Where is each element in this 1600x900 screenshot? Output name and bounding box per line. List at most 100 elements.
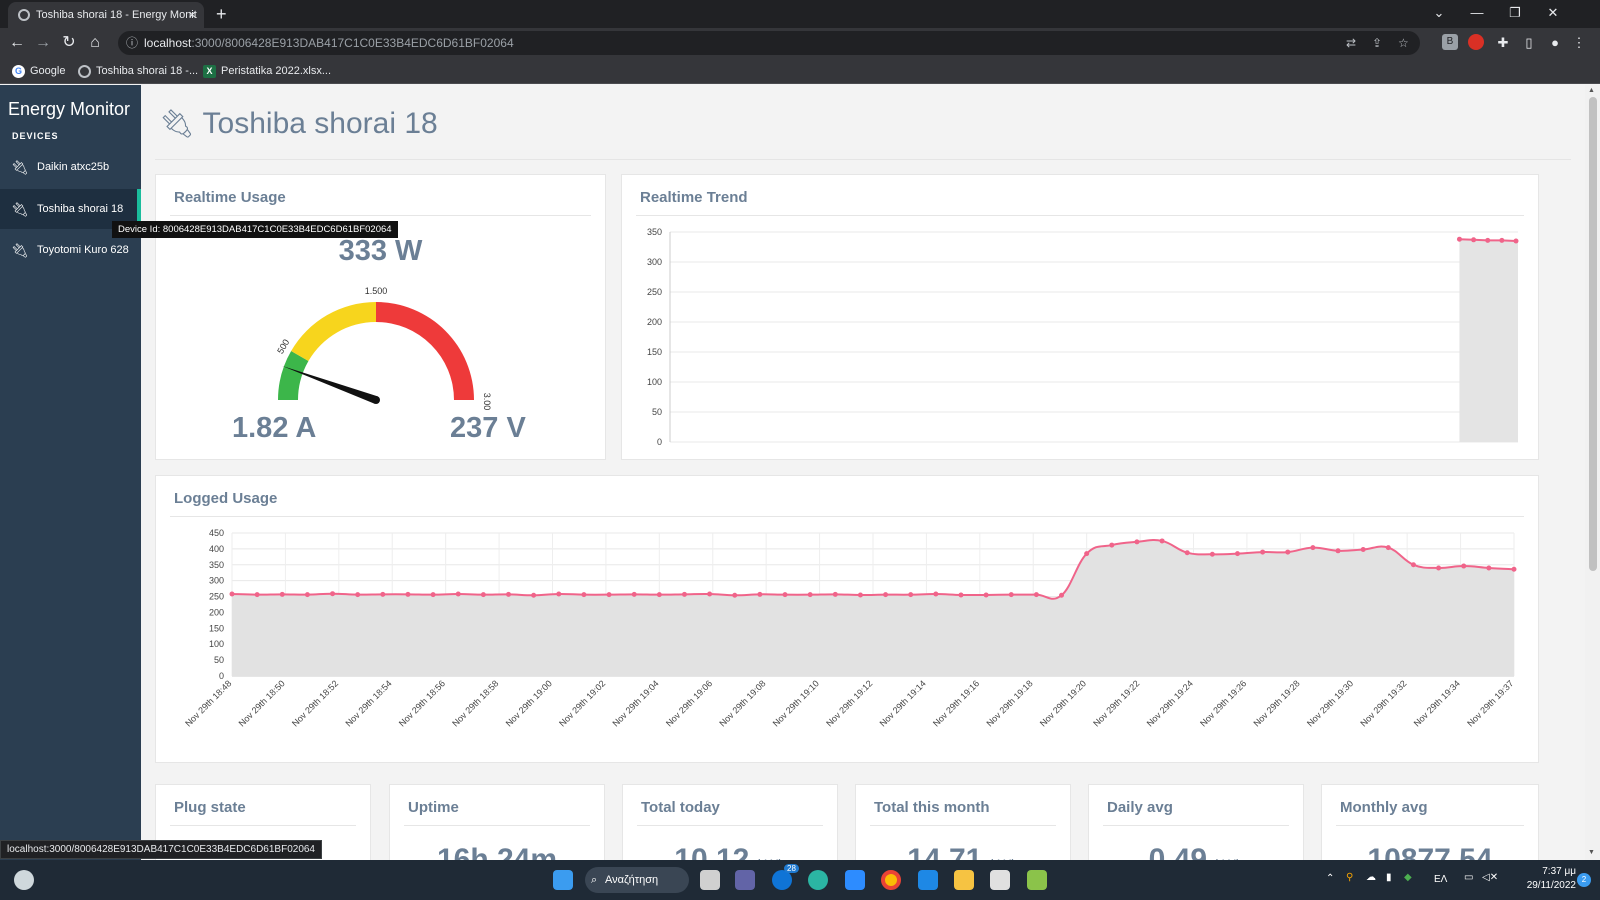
weather-icon[interactable]: [14, 870, 34, 890]
file-explorer-icon[interactable]: [954, 870, 974, 890]
windows-start-icon[interactable]: [553, 870, 573, 890]
zoom-icon[interactable]: [845, 870, 865, 890]
logged-x-tick: Nov 29th 18:52: [290, 678, 340, 728]
page-title: 🔌︎ Toshiba shorai 18: [159, 107, 438, 140]
scroll-up-icon[interactable]: ▲: [1588, 87, 1595, 94]
logged-point: [883, 592, 889, 598]
bookmark-star-icon[interactable]: ☆: [1398, 36, 1409, 50]
security-icon[interactable]: ◆: [1404, 872, 1412, 883]
minimize-icon[interactable]: —: [1470, 5, 1484, 20]
task-view-icon[interactable]: [700, 870, 720, 890]
clock-date[interactable]: 29/11/2022: [1526, 880, 1576, 891]
logged-point: [430, 592, 436, 598]
logged-y-tick: 450: [209, 528, 224, 538]
extension-red-icon[interactable]: [1468, 34, 1484, 50]
side-panel-icon[interactable]: ▯: [1525, 35, 1533, 50]
translate-icon[interactable]: ⇄: [1346, 36, 1357, 50]
bookmark-toshiba[interactable]: Toshiba shorai 18 -...: [78, 58, 198, 84]
total-month-card: Total this month 14.71 kWh: [855, 784, 1071, 860]
skype-icon[interactable]: [772, 870, 792, 890]
gauge-band-2: [376, 302, 474, 400]
devices-header: DEVICES: [12, 131, 59, 141]
edge-icon[interactable]: [808, 870, 828, 890]
logged-point: [1511, 566, 1517, 572]
close-window-icon[interactable]: ✕: [1547, 5, 1559, 20]
teams-chat-icon[interactable]: [735, 870, 755, 890]
volume-muted-icon[interactable]: ◁✕: [1482, 872, 1499, 883]
logged-point: [506, 591, 512, 597]
logged-point: [355, 592, 361, 598]
logged-point: [1360, 547, 1366, 553]
notification-badge[interactable]: 2: [1577, 873, 1591, 887]
trend-point: [1513, 238, 1519, 244]
gauge-band-1: [291, 302, 376, 361]
page-scrollbar[interactable]: ▲ ▼: [1585, 85, 1600, 860]
usb-icon[interactable]: ▮: [1386, 872, 1392, 883]
sidebar-item-toshiba[interactable]: 🔌︎ Toshiba shorai 18: [0, 189, 141, 229]
network-icon[interactable]: ▭: [1464, 872, 1474, 883]
tab-search-icon[interactable]: ⌄: [1433, 5, 1445, 20]
home-icon[interactable]: ⌂: [90, 34, 100, 51]
language-indicator[interactable]: ΕΛ: [1434, 874, 1448, 885]
address-bar[interactable]: ⓘ localhost:3000/8006428E913DAB417C1C0E3…: [118, 31, 1420, 55]
reload-icon[interactable]: ↻: [62, 34, 76, 51]
monthly-avg-value: 10877.54: [1367, 843, 1493, 860]
trend-area: [1459, 239, 1518, 442]
clock-time[interactable]: 7:37 μμ: [1542, 866, 1576, 877]
onedrive-icon[interactable]: ☁: [1366, 872, 1376, 883]
windows-taskbar: ⌕ Αναζήτηση 28 ⌃ ⚲ ☁ ▮ ◆ ΕΛ ▭ ◁✕ 7:37 μμ…: [0, 860, 1600, 900]
logged-point: [832, 591, 838, 597]
bookmark-excel[interactable]: X Peristatika 2022.xlsx...: [203, 58, 331, 84]
card-divider: [404, 825, 590, 826]
site-info-icon[interactable]: ⓘ: [126, 36, 139, 50]
logged-point: [857, 592, 863, 598]
logged-point: [782, 592, 788, 598]
chrome-icon[interactable]: [881, 870, 901, 890]
logged-x-tick: Nov 29th 19:37: [1465, 678, 1515, 728]
restore-icon[interactable]: ❐: [1509, 5, 1521, 20]
search-icon: ⌕: [591, 874, 598, 886]
browser-tab[interactable]: Toshiba shorai 18 - Energy Monit ×: [8, 2, 204, 28]
scroll-thumb[interactable]: [1589, 97, 1597, 571]
sidebar-item-daikin[interactable]: 🔌︎ Daikin atxc25b: [0, 147, 141, 187]
extensions-puzzle-icon[interactable]: ✚: [1497, 35, 1509, 50]
logged-y-tick: 50: [214, 655, 224, 665]
back-icon[interactable]: ←: [9, 34, 25, 51]
trend-y-tick: 150: [647, 347, 662, 357]
app-brand[interactable]: Energy Monitor: [8, 99, 131, 119]
title-divider: [155, 159, 1571, 160]
gauge-band-0: [278, 351, 309, 400]
forward-icon[interactable]: →: [35, 34, 51, 51]
scroll-down-icon[interactable]: ▼: [1588, 849, 1595, 856]
logged-x-tick: Nov 29th 19:00: [504, 678, 554, 728]
chevron-up-icon[interactable]: ⌃: [1326, 873, 1335, 884]
logged-point: [1109, 542, 1115, 548]
panel-divider: [636, 215, 1524, 216]
new-tab-button[interactable]: +: [216, 4, 227, 24]
card-title: Total this month: [874, 799, 990, 816]
taskbar-search[interactable]: ⌕ Αναζήτηση: [585, 867, 689, 893]
power-gauge: 500 1.500 3.000: [275, 286, 492, 410]
menu-kebab-icon[interactable]: ⋮: [1572, 35, 1586, 50]
app-hexagon-icon[interactable]: [1027, 870, 1047, 890]
card-divider: [1103, 825, 1289, 826]
search-tray-icon[interactable]: ⚲: [1346, 872, 1354, 883]
logged-x-tick: Nov 29th 19:28: [1252, 678, 1302, 728]
card-title: Daily avg: [1107, 799, 1173, 816]
logged-point: [681, 591, 687, 597]
logged-usage-chart: 0 50 100 150 200 250 300 350 400 450 Nov 29th 18:4…: [183, 528, 1517, 729]
store-icon[interactable]: [990, 870, 1010, 890]
logged-x-tick: Nov 29th 19:14: [878, 678, 928, 728]
plug-icon: 🔌︎: [11, 159, 29, 175]
logged-point: [304, 592, 310, 598]
profile-icon[interactable]: ●: [1551, 35, 1559, 50]
logged-point: [631, 591, 637, 597]
mail-icon[interactable]: [918, 870, 938, 890]
share-icon[interactable]: ⇪: [1372, 36, 1383, 50]
close-tab-icon[interactable]: ×: [188, 7, 196, 22]
sidebar-item-toyotomi[interactable]: 🔌︎ Toyotomi Kuro 628: [0, 230, 141, 270]
bookmark-google[interactable]: G Google: [12, 58, 65, 84]
extension-b-icon[interactable]: B: [1442, 34, 1458, 50]
logged-x-tick: Nov 29th 19:32: [1358, 678, 1408, 728]
browser-titlebar: Toshiba shorai 18 - Energy Monit × + ⌄ —…: [0, 0, 1600, 28]
